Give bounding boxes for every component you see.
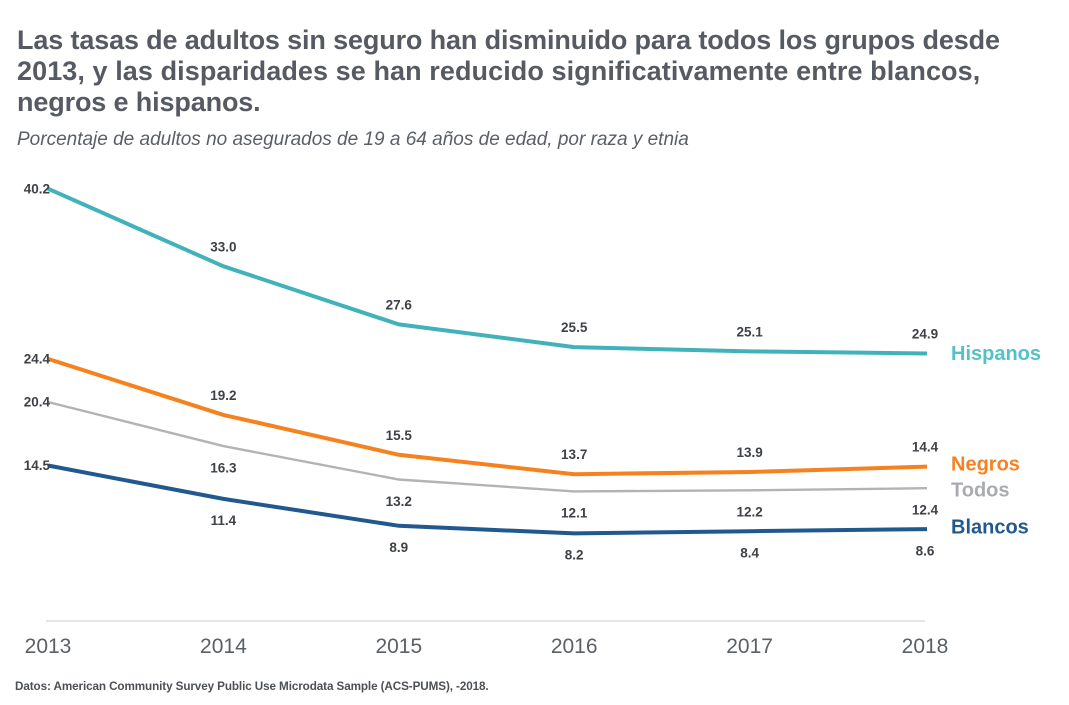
svg-text:19.2: 19.2 <box>210 388 236 403</box>
svg-text:13.9: 13.9 <box>736 445 762 460</box>
svg-text:12.4: 12.4 <box>912 503 939 518</box>
svg-text:14.5: 14.5 <box>24 458 51 473</box>
svg-text:8.9: 8.9 <box>389 540 408 555</box>
svg-text:14.4: 14.4 <box>912 440 939 455</box>
svg-text:8.6: 8.6 <box>916 543 935 558</box>
svg-text:Negros: Negros <box>951 453 1020 475</box>
svg-text:12.2: 12.2 <box>736 505 762 520</box>
svg-text:13.7: 13.7 <box>561 447 587 462</box>
svg-text:16.3: 16.3 <box>210 460 237 475</box>
svg-text:2016: 2016 <box>551 635 598 658</box>
svg-text:33.0: 33.0 <box>210 239 236 254</box>
svg-text:13.2: 13.2 <box>386 494 412 509</box>
svg-text:24.4: 24.4 <box>24 352 51 367</box>
svg-text:25.1: 25.1 <box>736 324 763 339</box>
svg-text:2013: 2013 <box>25 635 72 658</box>
svg-text:2018: 2018 <box>902 635 949 658</box>
svg-text:40.2: 40.2 <box>24 181 50 196</box>
svg-text:2015: 2015 <box>375 635 422 658</box>
svg-text:20.4: 20.4 <box>24 395 51 410</box>
svg-text:8.2: 8.2 <box>565 548 584 563</box>
svg-text:Todos: Todos <box>951 479 1010 501</box>
svg-text:Hispanos: Hispanos <box>951 343 1041 365</box>
svg-text:11.4: 11.4 <box>211 513 237 528</box>
svg-text:Blancos: Blancos <box>951 517 1029 539</box>
svg-text:2014: 2014 <box>200 635 247 658</box>
svg-text:27.6: 27.6 <box>386 297 413 312</box>
svg-text:25.5: 25.5 <box>561 320 588 335</box>
svg-text:24.9: 24.9 <box>912 327 938 342</box>
svg-text:15.5: 15.5 <box>386 428 413 443</box>
svg-text:2017: 2017 <box>726 635 773 658</box>
svg-text:12.1: 12.1 <box>561 506 588 521</box>
svg-text:8.4: 8.4 <box>740 546 759 561</box>
